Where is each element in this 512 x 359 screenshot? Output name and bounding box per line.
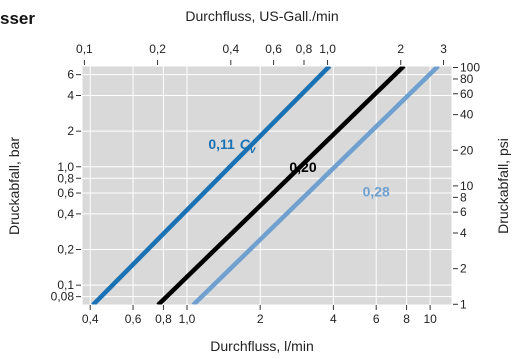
series-group xyxy=(91,66,440,305)
y-tick-label: 4 xyxy=(67,89,74,103)
x-tick-label: 8 xyxy=(403,312,410,326)
y2-tick-label: 100 xyxy=(460,61,480,75)
series-labels: 0,11 Cv 0,20 0,28 xyxy=(208,136,390,200)
y-axis-title: Druckabfall, bar xyxy=(6,137,22,235)
y2-tick-label: 60 xyxy=(460,87,474,101)
x2-tick-label: 3 xyxy=(440,42,447,56)
x2-tick-label: 1,0 xyxy=(319,42,336,56)
y2-tick-label: 8 xyxy=(460,190,467,204)
y-tick-label: 0,6 xyxy=(57,186,74,200)
y-tick-label: 6 xyxy=(67,68,74,82)
plot-frame xyxy=(81,65,453,306)
x-tick-label: 10 xyxy=(423,312,437,326)
x-tick-label: 0,6 xyxy=(125,312,142,326)
y2-axis-title: Druckabfall, psi xyxy=(495,138,511,234)
series-line xyxy=(156,66,406,305)
x-tick-label: 6 xyxy=(373,312,380,326)
y2-tick-label: 20 xyxy=(460,143,474,157)
y-tick-label: 0,4 xyxy=(57,207,74,221)
plot-area xyxy=(82,66,452,305)
y-tick-label: 2 xyxy=(67,124,74,138)
y2-tick-label: 40 xyxy=(460,108,474,122)
y-tick-label: 0,2 xyxy=(57,243,74,257)
x-tick-label: 2 xyxy=(257,312,264,326)
x2-tick-label: 0,6 xyxy=(265,42,282,56)
y-tick-label: 0,08 xyxy=(51,290,75,304)
x2-tick-label: 0,1 xyxy=(76,42,93,56)
axes: 0,4 0,6 0,8 1,0 2 4 6 8 100,1 0,2 0,4 0,6 0,8 1,0 2 30,… xyxy=(51,42,481,326)
y-tick-label: 0,1 xyxy=(57,278,74,292)
y-tick-label: 0,8 xyxy=(57,171,74,185)
x-axis-title: Durchfluss, l/min xyxy=(210,338,313,354)
y-tick-label: 1,0 xyxy=(57,160,74,174)
x-tick-label: 4 xyxy=(330,312,337,326)
y2-tick-label: 2 xyxy=(460,262,467,276)
x2-tick-label: 2 xyxy=(397,42,404,56)
y2-tick-label: 10 xyxy=(460,179,474,193)
series-line xyxy=(191,66,440,305)
y2-tick-label: 4 xyxy=(460,226,467,240)
x-tick-label: 0,8 xyxy=(155,312,172,326)
y2-tick-label: 80 xyxy=(460,72,474,86)
y2-tick-label: 6 xyxy=(460,205,467,219)
x-tick-label: 1,0 xyxy=(179,312,196,326)
series-label: 0,20 xyxy=(289,159,316,175)
page-title: sser xyxy=(0,9,35,28)
x2-tick-label: 0,8 xyxy=(296,42,313,56)
x2-tick-label: 0,2 xyxy=(149,42,166,56)
x2-tick-label: 0,4 xyxy=(222,42,239,56)
y2-tick-label: 1 xyxy=(460,297,467,311)
x-tick-label: 0,4 xyxy=(82,312,99,326)
series-label: 0,11 Cv xyxy=(208,136,257,156)
series-line xyxy=(91,66,332,305)
series-label: 0,28 xyxy=(363,184,390,200)
x2-axis-title: Durchfluss, US-Gall./min xyxy=(185,8,338,24)
